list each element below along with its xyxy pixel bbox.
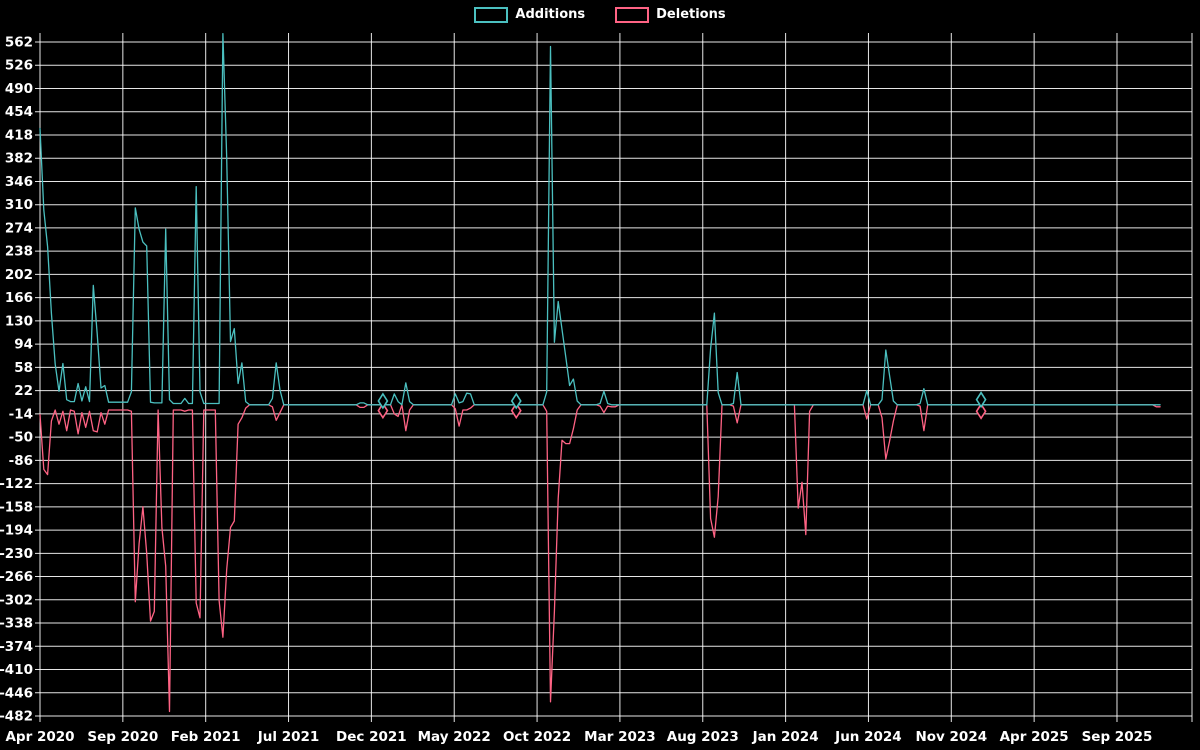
x-axis-tick-label: Jan 2024 — [752, 729, 819, 745]
additions-swatch — [474, 6, 509, 23]
y-axis-tick-label: -338 — [0, 616, 33, 632]
y-axis-tick-label: -14 — [9, 406, 33, 422]
y-axis-tick-label: -482 — [0, 709, 33, 725]
x-axis-tick-label: May 2022 — [418, 729, 491, 745]
additions-point-marker — [510, 392, 522, 410]
deletions-point-marker — [377, 402, 389, 420]
deletions-point-marker — [975, 402, 987, 420]
y-axis-tick-label: 310 — [5, 197, 33, 213]
y-axis-tick-label: -50 — [9, 430, 33, 446]
y-axis-tick-label: 562 — [5, 35, 33, 51]
chart-legend: Additions Deletions — [0, 6, 1200, 23]
y-axis-tick-label: -302 — [0, 592, 33, 608]
y-axis-tick-label: -194 — [0, 523, 33, 539]
y-axis-tick-label: -158 — [0, 499, 33, 515]
x-axis-tick-label: Oct 2022 — [503, 729, 571, 745]
x-axis-tick-label: Aug 2023 — [667, 729, 739, 745]
y-axis-tick-label: 238 — [5, 244, 33, 260]
y-axis-tick-label: 22 — [14, 383, 33, 399]
y-axis-tick-label: 418 — [5, 127, 33, 143]
x-axis-tick-label: Nov 2024 — [915, 729, 987, 745]
y-axis-tick-label: -266 — [0, 569, 33, 585]
y-axis-tick-label: -230 — [0, 546, 33, 562]
y-axis-tick-label: 202 — [5, 267, 33, 283]
x-axis-tick-label: Jun 2024 — [834, 729, 902, 745]
x-axis-tick-label: Sep 2020 — [87, 729, 158, 745]
x-axis-tick-label: Sep 2025 — [1082, 729, 1153, 745]
y-axis-tick-label: 274 — [5, 220, 33, 236]
x-axis-tick-label: Apr 2020 — [5, 729, 74, 745]
y-axis-tick-label: 166 — [5, 290, 33, 306]
x-axis-tick-label: Mar 2023 — [584, 729, 655, 745]
y-axis-tick-label: 58 — [14, 360, 33, 376]
y-axis-tick-label: -410 — [0, 662, 33, 678]
additions-point-marker — [975, 391, 987, 409]
y-axis-tick-label: 454 — [5, 104, 33, 120]
y-axis-tick-label: 382 — [5, 151, 33, 167]
y-axis-tick-label: 94 — [14, 337, 33, 353]
y-axis-tick-label: 490 — [5, 81, 33, 97]
x-axis-tick-label: Jul 2021 — [257, 729, 320, 745]
additions-point-marker — [377, 392, 389, 410]
y-axis-tick-label: 346 — [5, 174, 33, 190]
deletions-point-marker — [510, 402, 522, 420]
gridlines — [35, 33, 1193, 722]
legend-item-deletions[interactable]: Deletions — [615, 6, 726, 23]
additions-line — [39, 32, 1161, 406]
y-axis-tick-label: 526 — [5, 58, 33, 74]
deletions-swatch — [615, 6, 650, 23]
deletions-line — [39, 404, 1161, 713]
y-axis-tick-label: -122 — [0, 476, 33, 492]
legend-label-deletions: Deletions — [656, 7, 726, 22]
y-axis-tick-label: -446 — [0, 685, 33, 701]
y-axis-tick-label: -374 — [0, 639, 33, 655]
x-axis-tick-label: Feb 2021 — [171, 729, 241, 745]
legend-item-additions[interactable]: Additions — [474, 6, 585, 23]
legend-label-additions: Additions — [515, 7, 586, 22]
x-axis-tick-label: Dec 2021 — [336, 729, 407, 745]
y-axis-tick-label: -86 — [9, 453, 33, 469]
x-axis-tick-label: Apr 2025 — [1000, 729, 1069, 745]
y-axis-tick-label: 130 — [5, 313, 33, 329]
